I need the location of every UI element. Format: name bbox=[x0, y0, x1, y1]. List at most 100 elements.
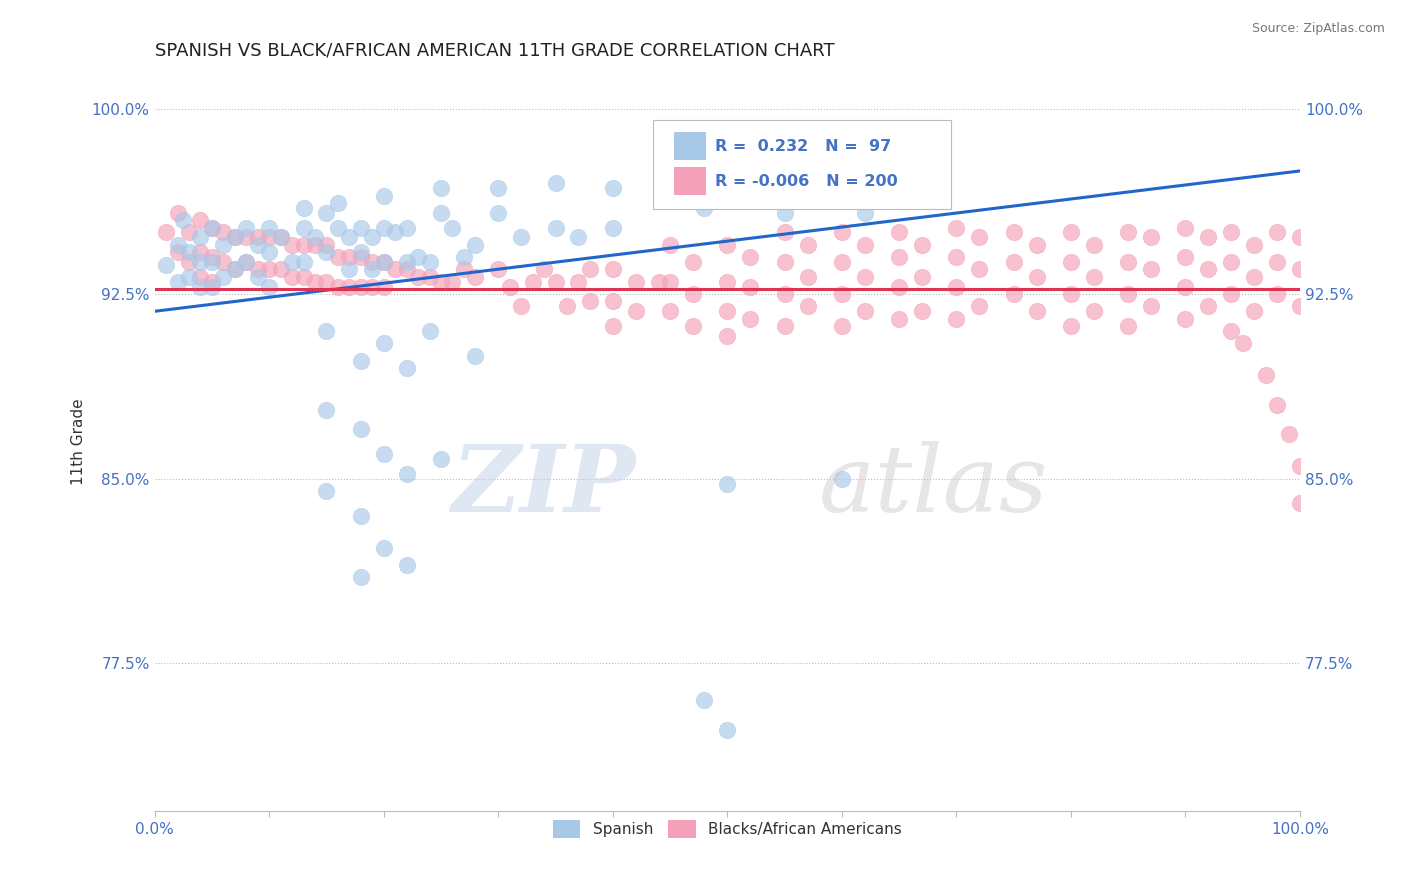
Point bbox=[1197, 262, 1219, 277]
Point bbox=[889, 311, 911, 326]
Point bbox=[155, 226, 177, 240]
Point bbox=[969, 230, 991, 244]
Point bbox=[1265, 287, 1288, 301]
FancyBboxPatch shape bbox=[673, 132, 706, 161]
Point bbox=[1060, 226, 1083, 240]
Point bbox=[292, 269, 315, 284]
Point bbox=[246, 237, 269, 252]
Point bbox=[1289, 459, 1312, 474]
Point bbox=[716, 723, 738, 737]
Point bbox=[659, 275, 682, 289]
Point bbox=[716, 181, 738, 195]
Point bbox=[1243, 237, 1265, 252]
Point bbox=[486, 181, 509, 195]
Point bbox=[315, 237, 337, 252]
Point bbox=[350, 245, 373, 260]
Point bbox=[257, 262, 280, 277]
Point bbox=[337, 230, 360, 244]
Point bbox=[337, 279, 360, 293]
Point bbox=[453, 250, 475, 264]
Point bbox=[373, 255, 395, 269]
Point bbox=[177, 255, 200, 269]
Point bbox=[1083, 269, 1105, 284]
Point bbox=[257, 245, 280, 260]
Point bbox=[201, 275, 224, 289]
Point bbox=[201, 255, 224, 269]
Point bbox=[235, 230, 257, 244]
Text: Source: ZipAtlas.com: Source: ZipAtlas.com bbox=[1251, 22, 1385, 36]
Point bbox=[235, 220, 257, 235]
Point bbox=[224, 262, 246, 277]
Point bbox=[395, 220, 418, 235]
Point bbox=[1220, 324, 1243, 338]
Point bbox=[373, 279, 395, 293]
Point bbox=[190, 213, 212, 227]
Point bbox=[1140, 262, 1163, 277]
Point bbox=[567, 230, 589, 244]
Point bbox=[292, 255, 315, 269]
Point bbox=[1002, 226, 1025, 240]
Point bbox=[853, 269, 876, 284]
Point bbox=[1060, 255, 1083, 269]
Point bbox=[464, 237, 486, 252]
Point bbox=[419, 324, 441, 338]
Point bbox=[831, 287, 853, 301]
Point bbox=[945, 220, 967, 235]
Point bbox=[1174, 250, 1197, 264]
Point bbox=[544, 220, 567, 235]
Point bbox=[315, 206, 337, 220]
Point bbox=[337, 262, 360, 277]
Point bbox=[544, 275, 567, 289]
Point bbox=[889, 250, 911, 264]
Point bbox=[1025, 237, 1047, 252]
Point bbox=[682, 287, 704, 301]
Point bbox=[522, 275, 544, 289]
Point bbox=[350, 570, 373, 584]
Point bbox=[624, 304, 647, 318]
Point bbox=[740, 250, 762, 264]
Point bbox=[257, 230, 280, 244]
Point bbox=[773, 206, 796, 220]
Point bbox=[796, 237, 818, 252]
Point bbox=[315, 275, 337, 289]
Point bbox=[1025, 269, 1047, 284]
Point bbox=[361, 279, 384, 293]
Point bbox=[602, 294, 624, 309]
Point bbox=[430, 275, 453, 289]
Point bbox=[740, 279, 762, 293]
Point bbox=[453, 262, 475, 277]
Point bbox=[773, 226, 796, 240]
Point bbox=[1220, 226, 1243, 240]
Point bbox=[1265, 226, 1288, 240]
Point bbox=[326, 250, 349, 264]
Point bbox=[510, 230, 533, 244]
Point bbox=[969, 262, 991, 277]
Point bbox=[281, 269, 304, 284]
Point bbox=[337, 250, 360, 264]
Point bbox=[166, 206, 188, 220]
Point bbox=[1174, 279, 1197, 293]
Point bbox=[373, 447, 395, 461]
Text: ZIP: ZIP bbox=[451, 442, 636, 531]
Point bbox=[969, 299, 991, 313]
Point bbox=[1232, 336, 1254, 351]
Point bbox=[395, 360, 418, 375]
Point bbox=[889, 226, 911, 240]
Point bbox=[911, 237, 934, 252]
Point bbox=[1254, 368, 1277, 383]
Point bbox=[172, 213, 194, 227]
Point bbox=[1025, 304, 1047, 318]
Point bbox=[1060, 319, 1083, 334]
Point bbox=[373, 220, 395, 235]
Point bbox=[326, 220, 349, 235]
Point bbox=[911, 269, 934, 284]
Text: atlas: atlas bbox=[818, 442, 1049, 531]
Point bbox=[510, 299, 533, 313]
Point bbox=[166, 245, 188, 260]
Point bbox=[235, 255, 257, 269]
Point bbox=[1289, 262, 1312, 277]
Point bbox=[395, 558, 418, 572]
Point bbox=[315, 245, 337, 260]
Point bbox=[257, 220, 280, 235]
Y-axis label: 11th Grade: 11th Grade bbox=[72, 399, 86, 485]
